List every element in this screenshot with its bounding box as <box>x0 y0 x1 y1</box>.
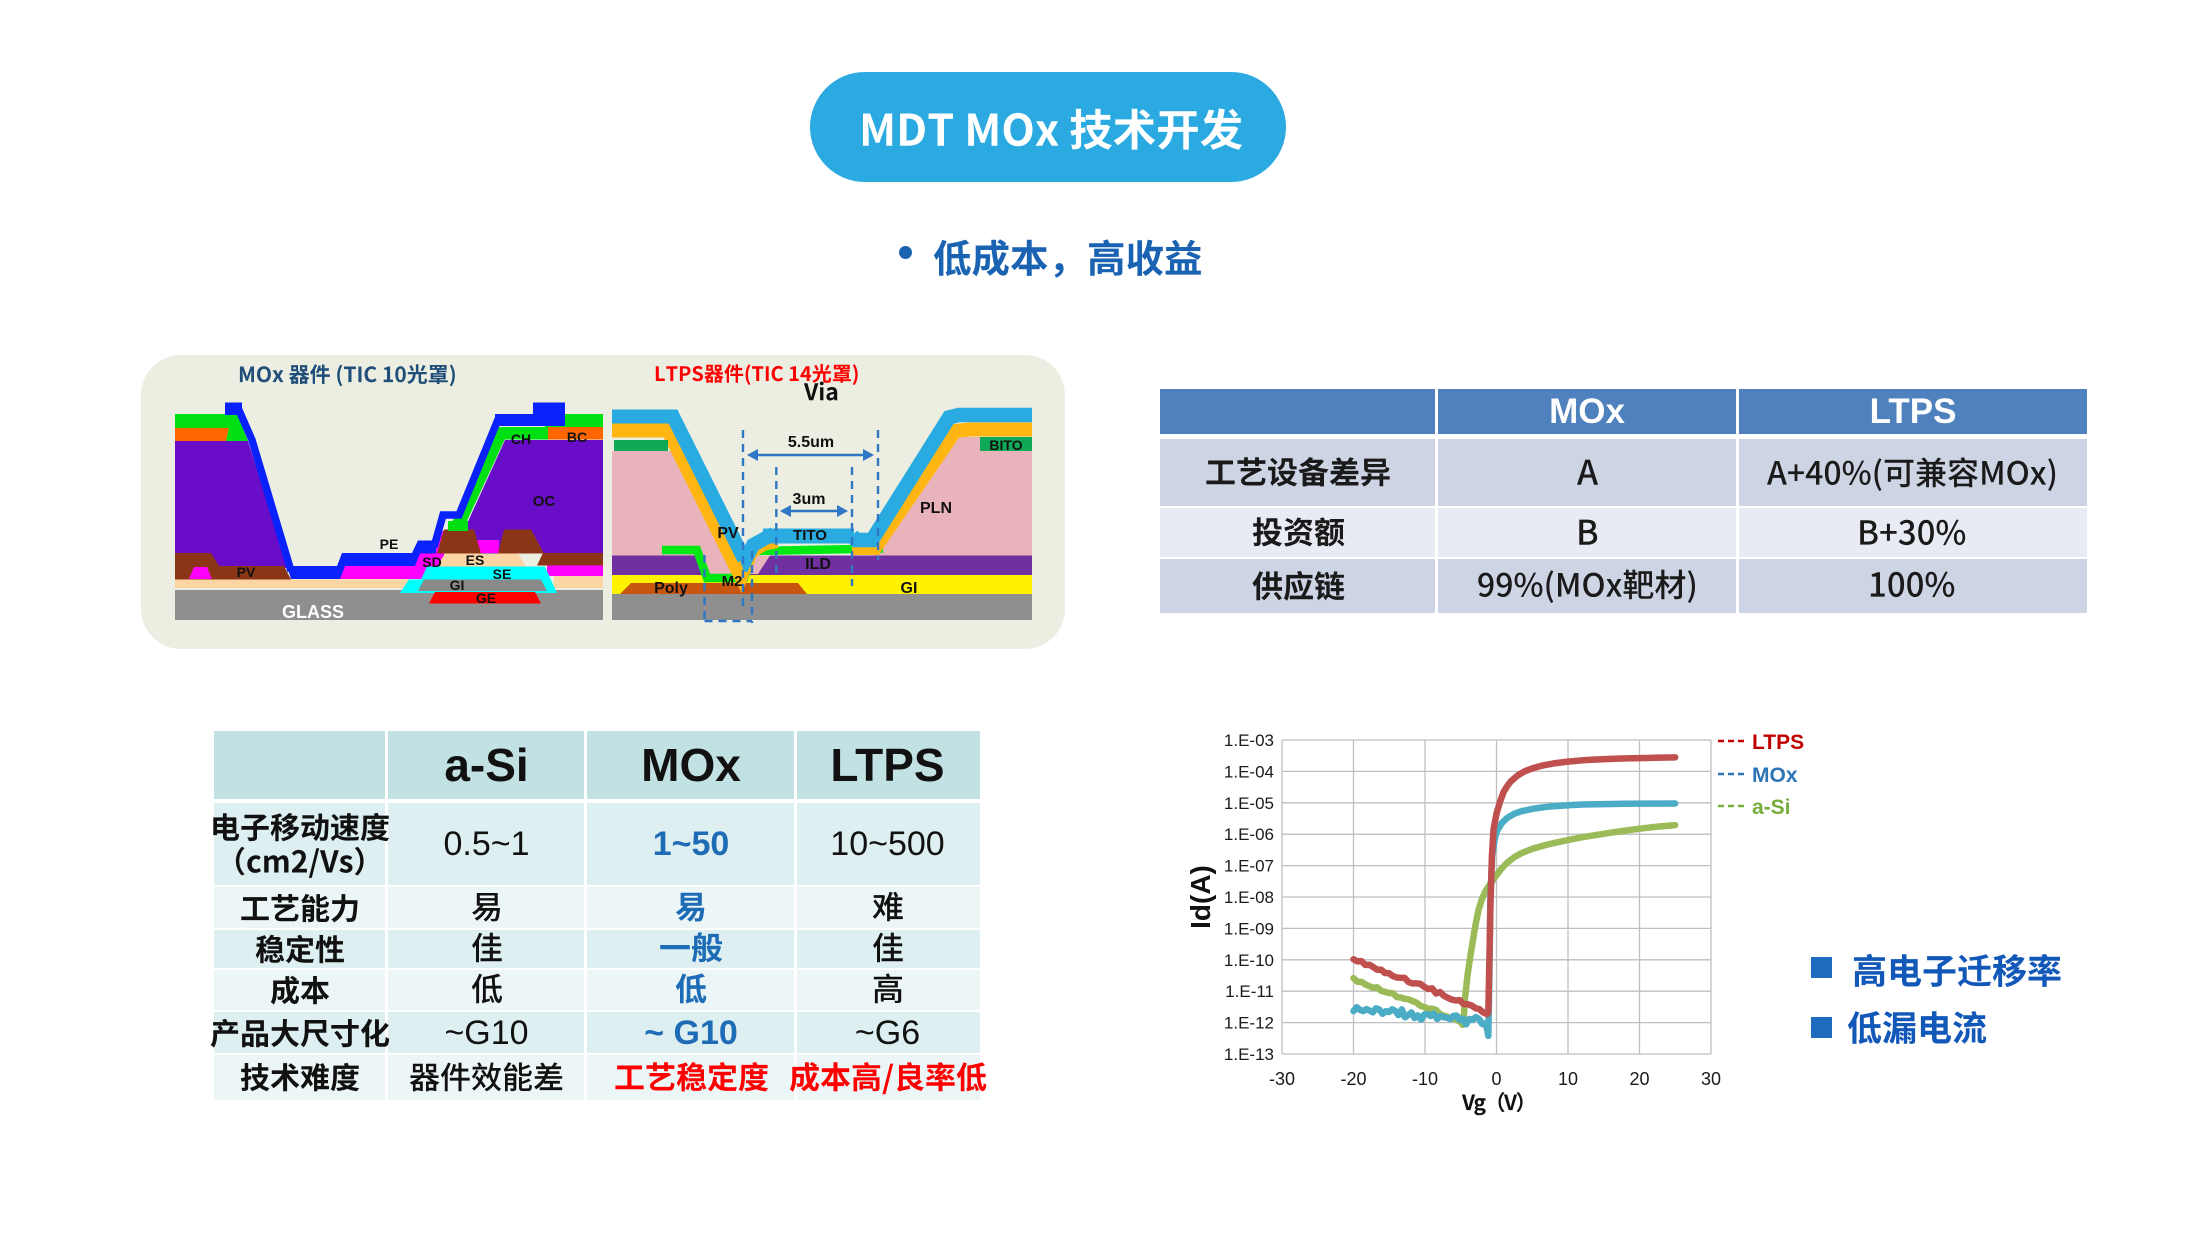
svg-text:-10: -10 <box>1412 1069 1438 1089</box>
svg-text:CH: CH <box>511 431 531 447</box>
svg-text:5.5um: 5.5um <box>788 434 834 451</box>
svg-text:ILD: ILD <box>805 556 831 573</box>
svg-text:Id(A): Id(A) <box>1185 865 1216 929</box>
svg-text:OC: OC <box>533 493 556 510</box>
svg-text:-30: -30 <box>1269 1069 1295 1089</box>
svg-text:1.E-08: 1.E-08 <box>1224 888 1274 907</box>
svg-text:MOx: MOx <box>1752 764 1798 787</box>
svg-text:PLN: PLN <box>920 500 952 517</box>
svg-text:BC: BC <box>567 429 587 445</box>
svg-text:1.E-07: 1.E-07 <box>1224 857 1274 876</box>
svg-text:TITO: TITO <box>793 527 827 544</box>
svg-text:ES: ES <box>466 552 485 568</box>
svg-text:GLASS: GLASS <box>282 602 344 622</box>
svg-text:GI: GI <box>901 580 918 597</box>
svg-text:3um: 3um <box>793 491 826 508</box>
svg-text:M2: M2 <box>722 573 743 590</box>
svg-text:1.E-09: 1.E-09 <box>1224 919 1274 938</box>
svg-text:BITO: BITO <box>989 437 1022 453</box>
svg-text:LTPS: LTPS <box>1752 731 1804 754</box>
svg-text:10: 10 <box>1558 1069 1578 1089</box>
svg-text:SE: SE <box>493 566 512 582</box>
svg-text:1.E-12: 1.E-12 <box>1224 1014 1274 1033</box>
svg-text:GI: GI <box>450 577 465 593</box>
svg-text:0: 0 <box>1491 1069 1501 1089</box>
svg-text:1.E-11: 1.E-11 <box>1225 982 1274 1001</box>
svg-text:1.E-04: 1.E-04 <box>1224 762 1274 781</box>
svg-text:1.E-05: 1.E-05 <box>1224 794 1274 813</box>
svg-text:a-Si: a-Si <box>1752 796 1791 819</box>
svg-text:-20: -20 <box>1340 1069 1366 1089</box>
svg-text:GE: GE <box>476 590 496 606</box>
svg-text:20: 20 <box>1629 1069 1649 1089</box>
svg-text:SD: SD <box>422 554 441 570</box>
svg-text:PV: PV <box>237 564 256 580</box>
svg-text:30: 30 <box>1701 1069 1721 1089</box>
svg-text:PV: PV <box>717 525 739 542</box>
svg-text:1.E-13: 1.E-13 <box>1224 1045 1274 1064</box>
svg-text:PE: PE <box>380 536 399 552</box>
svg-text:1.E-06: 1.E-06 <box>1224 825 1274 844</box>
svg-text:1.E-03: 1.E-03 <box>1224 731 1274 750</box>
svg-text:1.E-10: 1.E-10 <box>1224 951 1274 970</box>
svg-text:Poly: Poly <box>654 580 688 597</box>
